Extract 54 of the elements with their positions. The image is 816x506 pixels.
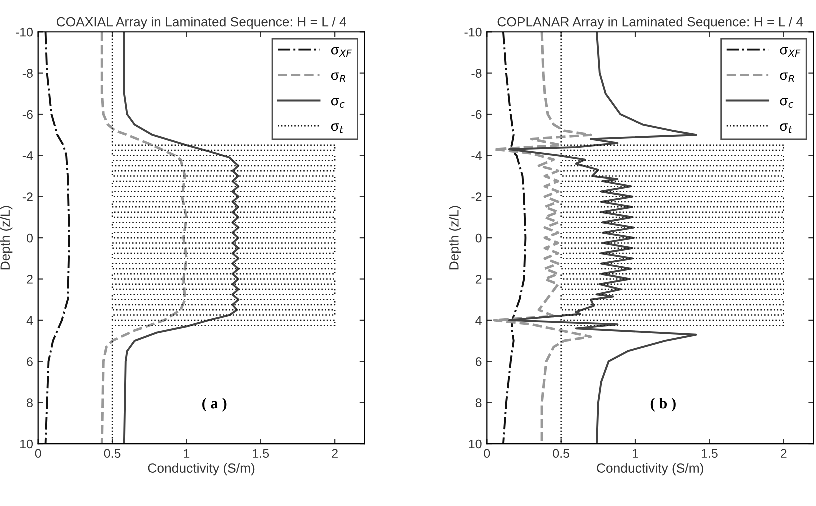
- legend-label: σ$_{c}$: [331, 98, 345, 108]
- y-tick-label: -10: [464, 28, 482, 37]
- line-series: [502, 32, 527, 444]
- y-axis-title: Depth (z/L): [0, 206, 13, 270]
- y-tick-label: -6: [472, 110, 482, 120]
- y-tick-label: 8: [476, 398, 482, 408]
- y-tick-label: 8: [27, 398, 33, 408]
- y-tick-label: 2: [476, 275, 482, 284]
- legend-label: σ$_{c}$: [780, 98, 794, 108]
- y-tick-label: -10: [16, 28, 34, 37]
- line-series: [493, 32, 592, 444]
- y-tick-label: -2: [22, 192, 33, 202]
- y-tick-label: 2: [27, 275, 33, 284]
- annotation: ( a ): [202, 398, 227, 412]
- legend-label: σ$_{XF}$: [780, 47, 801, 57]
- line-series: [44, 32, 70, 444]
- x-tick-label: 0.5: [553, 449, 570, 458]
- chart-title: COAXIAL Array in Laminated Sequence: H = L / 4: [56, 17, 346, 30]
- y-tick-label: 6: [27, 357, 33, 366]
- y-tick-label: 4: [26, 316, 34, 325]
- legend-label: σ$_{t}$: [331, 124, 344, 134]
- y-tick-label: -2: [472, 192, 482, 202]
- x-axis-title: Conductivity (S/m): [148, 463, 255, 476]
- y-tick-label: -6: [22, 110, 33, 120]
- x-tick-label: 1.5: [702, 449, 718, 458]
- y-tick-label: 4: [476, 316, 482, 325]
- x-tick-label: 1: [632, 449, 638, 458]
- x-tick-label: 0: [35, 449, 42, 458]
- y-tick-label: -4: [472, 152, 482, 160]
- y-tick-label: 0: [476, 234, 482, 243]
- y-tick-label: -8: [22, 69, 33, 78]
- y-tick-label: -8: [472, 69, 482, 78]
- x-tick-label: 0.5: [104, 449, 121, 458]
- legend-label: σ$_{R}$: [331, 72, 346, 82]
- y-axis-title: Depth (z/L): [449, 206, 462, 270]
- x-tick-label: 2: [781, 449, 787, 458]
- line-series: [123, 32, 240, 444]
- line-series: [508, 32, 698, 444]
- y-tick-label: 10: [469, 440, 482, 449]
- annotation: ( b ): [650, 398, 676, 412]
- y-tick-label: 6: [476, 357, 482, 366]
- x-tick-label: 0: [484, 449, 490, 458]
- y-tick-label: 0: [27, 234, 34, 243]
- legend-label: σ$_{t}$: [780, 124, 792, 134]
- x-tick-label: 1: [184, 449, 190, 458]
- legend-label: σ$_{XF}$: [331, 47, 352, 57]
- x-axis-title: Conductivity (S/m): [597, 463, 704, 476]
- line-series: [100, 32, 188, 444]
- y-tick-label: 10: [20, 440, 34, 449]
- x-tick-label: 2: [332, 449, 338, 458]
- x-tick-label: 1.5: [253, 449, 270, 458]
- chart-title: COPLANAR Array in Laminated Sequence: H = L / 4: [498, 17, 804, 30]
- y-tick-label: -4: [22, 152, 34, 160]
- legend-label: σ$_{R}$: [780, 72, 794, 82]
